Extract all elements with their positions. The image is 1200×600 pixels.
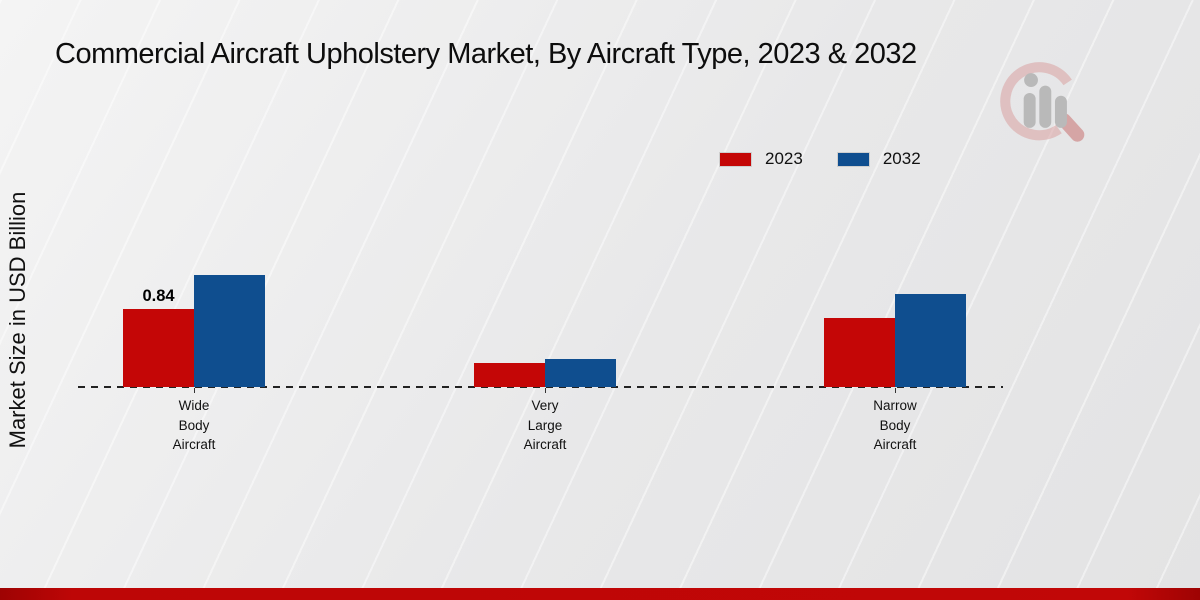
legend-label-2032: 2032 — [882, 149, 921, 168]
category-label-wide-body: Wide Body Aircraft — [172, 398, 216, 452]
bar-value-label: 0.84 — [142, 287, 175, 305]
bar-2032-0 — [194, 275, 265, 387]
category-label-narrow-body: Narrow Body Aircraft — [873, 398, 917, 452]
bar-chart-magnifier-watermark-icon — [1000, 62, 1085, 142]
bar-2023-1 — [474, 363, 545, 387]
category-label-very-large: Very Large Aircraft — [523, 398, 567, 452]
x-axis-baseline — [78, 386, 1003, 388]
legend-swatch-2023 — [719, 151, 752, 167]
bar-2032-2 — [895, 294, 966, 387]
bar-2023-0 — [123, 309, 194, 387]
x-axis-tick-1 — [545, 388, 546, 393]
legend-label-2023: 2023 — [765, 149, 803, 168]
bar-2023-2 — [824, 318, 895, 387]
x-axis-tick-2 — [895, 388, 896, 393]
footer-accent-band — [0, 588, 1200, 600]
legend-item-2032: 2032 — [836, 149, 921, 169]
x-axis-tick-0 — [194, 388, 195, 393]
chart-title: Commercial Aircraft Upholstery Market, B… — [55, 38, 917, 70]
legend-item-2023: 2023 — [719, 149, 803, 169]
legend-swatch-2032 — [836, 151, 870, 167]
legend: 2023 2032 — [719, 149, 921, 169]
bar-2032-1 — [545, 359, 616, 387]
